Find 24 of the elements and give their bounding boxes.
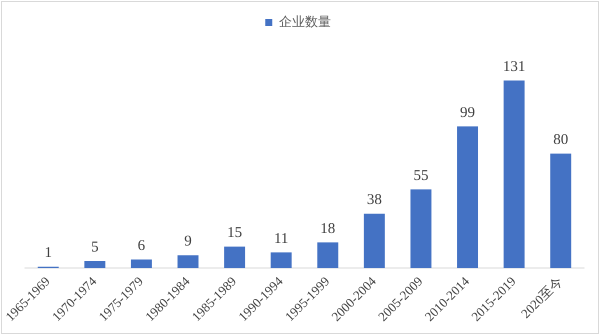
data-label: 99 [460, 104, 476, 121]
data-label: 11 [274, 230, 288, 247]
bar [504, 80, 525, 268]
bar [410, 189, 432, 268]
bar [270, 252, 292, 268]
data-label: 55 [413, 168, 428, 184]
data-label: 15 [227, 225, 242, 242]
data-label: 6 [138, 238, 146, 254]
data-label: 5 [91, 239, 99, 256]
bar [84, 260, 106, 268]
data-label: 1 [44, 245, 52, 262]
bar [457, 126, 478, 268]
bar [317, 242, 338, 268]
bar [224, 246, 246, 268]
bar [178, 255, 198, 268]
bar [130, 260, 152, 268]
data-label: 18 [320, 220, 336, 237]
legend-label: 企业数量 [278, 14, 331, 30]
data-label: 38 [366, 192, 382, 208]
data-label: 9 [184, 234, 192, 250]
data-label: 80 [553, 132, 568, 148]
bar [364, 214, 385, 268]
bar [550, 154, 572, 268]
data-label: 131 [502, 58, 526, 75]
